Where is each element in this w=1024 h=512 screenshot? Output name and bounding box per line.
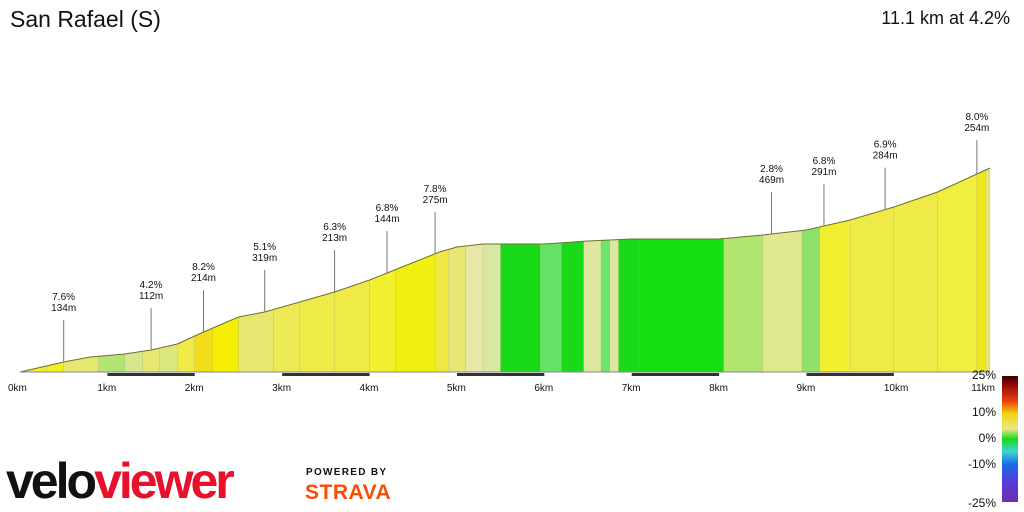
annotation-grade-2: 8.2% xyxy=(192,262,215,273)
x-tick-3km: 3km xyxy=(272,383,291,394)
grade-segment-35 xyxy=(976,169,986,373)
annotation-grade-1: 4.2% xyxy=(140,280,163,291)
annotation-grade-10: 8.0% xyxy=(965,112,988,123)
km-bar-7 xyxy=(631,373,720,376)
annotation-length-6: 275m xyxy=(423,195,448,206)
x-tick-5km: 5km xyxy=(447,383,466,394)
x-tick-10km: 10km xyxy=(884,383,908,394)
annotation-grade-9: 6.9% xyxy=(874,140,897,151)
grade-segment-25 xyxy=(609,239,619,373)
grade-segment-7 xyxy=(177,335,196,373)
grade-segment-3 xyxy=(98,353,126,373)
grade-segment-26 xyxy=(618,238,637,373)
annotation-grade-7: 2.8% xyxy=(760,164,783,175)
grade-segment-16 xyxy=(434,249,449,373)
x-tick-6km: 6km xyxy=(534,383,553,394)
x-tick-11km: 11km xyxy=(971,383,995,394)
veloviewer-logo: veloviewer xyxy=(6,453,237,508)
legend-label-3: -10% xyxy=(968,457,996,471)
grade-segment-11 xyxy=(273,301,300,373)
grade-segment-18 xyxy=(465,243,484,373)
x-tick-2km: 2km xyxy=(185,383,204,394)
annotation-length-8: 291m xyxy=(811,167,836,178)
legend-label-4: -25% xyxy=(968,496,996,510)
segment-annotations: 7.6%134m 4.2%112m 8.2%214m 5.1%319m 6.3%213m… xyxy=(51,112,989,362)
annotation-grade-3: 5.1% xyxy=(253,242,276,253)
x-tick-4km: 4km xyxy=(360,383,379,394)
annotation-grade-6: 7.8% xyxy=(424,184,447,195)
grade-segment-4 xyxy=(124,351,143,373)
grade-segment-33 xyxy=(893,191,938,373)
grade-segment-21 xyxy=(539,242,563,373)
annotation-grade-8: 6.8% xyxy=(813,156,836,167)
strava-logo: STRAVA xyxy=(305,481,392,504)
logo-viewer: viewer xyxy=(94,453,234,508)
grade-segment-29 xyxy=(762,230,803,373)
x-tick-0km: 0km xyxy=(8,383,27,394)
grade-segment-23 xyxy=(583,240,602,373)
x-tick-1km: 1km xyxy=(97,383,116,394)
km-alternating-bars xyxy=(107,373,894,376)
grade-legend-labels: 25% 10% 0% -10% -25% xyxy=(968,368,996,510)
logo-velo: velo xyxy=(6,453,96,508)
x-tick-8km: 8km xyxy=(709,383,728,394)
profile-outline xyxy=(19,167,991,373)
km-bar-5 xyxy=(456,373,545,376)
grade-segment-6 xyxy=(159,343,178,373)
grade-segment-36 xyxy=(985,167,991,373)
grade-segment-15 xyxy=(395,253,436,373)
annotation-length-4: 213m xyxy=(322,233,347,244)
km-bar-3 xyxy=(282,373,370,376)
annotation-length-3: 319m xyxy=(252,253,277,264)
grade-segment-13 xyxy=(334,279,370,373)
chart-title: San Rafael (S) xyxy=(10,6,161,32)
grade-segments xyxy=(19,167,991,373)
legend-label-0: 25% xyxy=(972,368,996,382)
grade-segment-9 xyxy=(212,316,239,373)
grade-segment-31 xyxy=(819,219,851,373)
grade-segment-14 xyxy=(369,269,397,373)
annotation-grade-0: 7.6% xyxy=(52,292,75,303)
annotation-length-1: 112m xyxy=(139,291,163,302)
grade-segment-10 xyxy=(238,309,274,373)
grade-legend-bar xyxy=(1002,376,1018,502)
annotation-length-9: 284m xyxy=(873,151,898,162)
annotation-grade-4: 6.3% xyxy=(323,222,346,233)
annotation-length-10: 254m xyxy=(964,123,989,134)
grade-segment-5 xyxy=(142,347,161,373)
grade-segment-27 xyxy=(635,238,724,373)
grade-segment-20 xyxy=(500,243,541,373)
grade-segment-28 xyxy=(723,234,764,373)
grade-segment-32 xyxy=(849,206,895,373)
x-tick-7km: 7km xyxy=(622,383,641,394)
legend-label-1: 10% xyxy=(972,405,996,419)
annotation-length-2: 214m xyxy=(191,273,216,284)
grade-segment-19 xyxy=(482,243,501,373)
km-bar-1 xyxy=(107,373,195,376)
annotation-grade-5: 6.8% xyxy=(376,203,399,214)
x-tick-9km: 9km xyxy=(796,383,815,394)
svg-text:veloviewer: veloviewer xyxy=(6,453,234,508)
grade-segment-30 xyxy=(801,226,820,373)
legend-label-2: 0% xyxy=(979,431,997,445)
grade-segment-22 xyxy=(561,241,584,373)
grade-segment-17 xyxy=(447,245,466,373)
km-bar-9 xyxy=(806,373,894,376)
powered-by-label: POWERED BY xyxy=(306,467,388,478)
annotation-length-7: 469m xyxy=(759,175,784,186)
annotation-length-5: 144m xyxy=(375,214,400,225)
grade-segment-34 xyxy=(937,173,978,373)
climb-summary: 11.1 km at 4.2% xyxy=(881,8,1010,28)
annotation-length-0: 134m xyxy=(51,303,76,314)
grade-segment-12 xyxy=(299,291,335,373)
grade-segment-24 xyxy=(600,239,611,373)
x-axis-ticks: 0km 1km 2km 3km 4km 5km 6km 7km 8km 9km 10km 11km xyxy=(8,383,995,394)
